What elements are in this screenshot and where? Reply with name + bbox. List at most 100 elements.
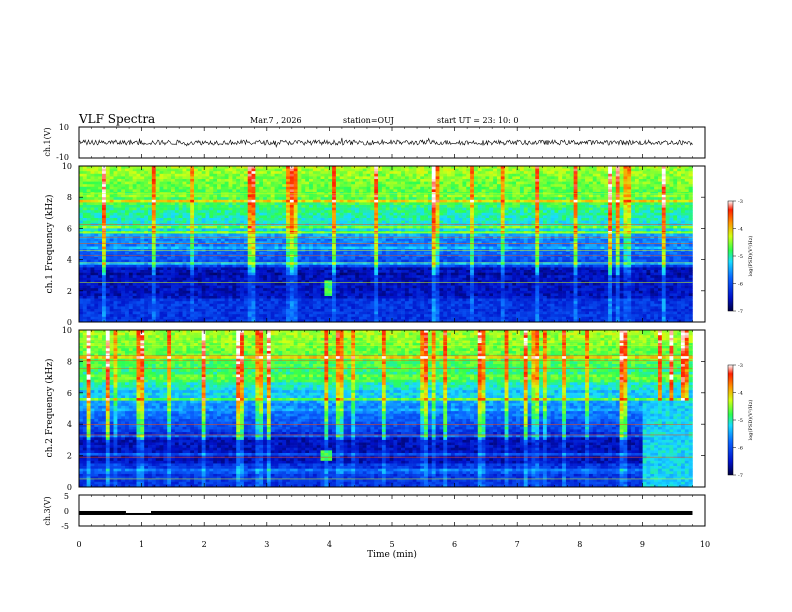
- spectrogram-cell: [278, 236, 283, 240]
- spectrogram-cell: [508, 176, 513, 180]
- spectrogram-cell: [220, 186, 225, 190]
- spectrogram-cell: [535, 186, 540, 190]
- spectrogram-cell: [324, 166, 329, 169]
- spectrogram-cell: [335, 194, 341, 198]
- spectrogram-cell: [420, 220, 425, 224]
- spectrogram-cell: [565, 225, 571, 229]
- spectrogram-cell: [282, 179, 287, 182]
- spectrogram-cell: [163, 179, 168, 182]
- spectrogram-cell: [535, 233, 540, 237]
- spectrogram-cell: [531, 236, 536, 240]
- spectrogram-cell: [573, 186, 578, 190]
- spectrogram-cell: [155, 207, 160, 211]
- spectrogram-cell: [619, 171, 624, 175]
- spectrogram-cell: [631, 184, 636, 188]
- spectrogram-cell: [481, 166, 486, 169]
- spectrogram-cell: [362, 215, 367, 219]
- spectrogram-cell: [109, 168, 114, 172]
- spectrogram-cell: [366, 215, 371, 219]
- spectrogram-cell: [194, 186, 199, 190]
- spectrogram-cell: [148, 205, 153, 208]
- spectrogram-cell: [569, 228, 574, 232]
- spectrogram-cell: [389, 233, 394, 237]
- spectrogram-cell: [213, 168, 218, 172]
- spectrogram-cell: [82, 168, 87, 172]
- spectrogram-cell: [669, 238, 674, 242]
- spectrogram-cell: [615, 220, 620, 224]
- spectrogram-cell: [677, 166, 682, 169]
- spectrogram-cell: [224, 194, 229, 198]
- spectrogram-cell: [121, 173, 126, 177]
- spectrogram-cell: [217, 168, 222, 172]
- spectrogram-cell: [485, 236, 490, 240]
- spectrogram-cell: [623, 199, 628, 203]
- spectrogram-cell: [320, 207, 325, 211]
- spectrogram-cell: [677, 194, 682, 198]
- spectrogram-cell: [657, 210, 663, 214]
- spectrogram-cell: [600, 218, 605, 221]
- spectrogram-cell: [109, 228, 114, 232]
- spectrogram-cell: [512, 210, 517, 214]
- spectrogram-cell: [473, 179, 479, 182]
- spectrogram-cell: [562, 197, 567, 201]
- spectrogram-cell: [592, 166, 597, 169]
- spectrogram-cell: [412, 205, 417, 208]
- spectrogram-cell: [565, 236, 571, 240]
- spectrogram-cell: [592, 212, 597, 216]
- spectrogram-cell: [236, 220, 241, 224]
- spectrogram-cell: [332, 199, 337, 203]
- spectrogram-cell: [604, 189, 609, 193]
- spectrogram-cell: [178, 205, 183, 208]
- spectrogram-cell: [159, 233, 164, 237]
- spectrogram-cell: [362, 202, 367, 206]
- spectrogram-cell: [381, 199, 387, 203]
- spectrogram-cell: [374, 228, 379, 232]
- spectrogram-cell: [642, 241, 647, 245]
- spectrogram-cell: [493, 238, 498, 242]
- spectrogram-cell: [343, 194, 348, 198]
- spectrogram-cell: [631, 210, 636, 214]
- spectrogram-cell: [259, 166, 264, 169]
- spectrogram-cell: [159, 244, 164, 247]
- spectrogram-cell: [381, 168, 387, 172]
- spectrogram-cell: [197, 199, 202, 203]
- spectrogram-cell: [485, 181, 490, 185]
- spectrogram-cell: [504, 220, 509, 224]
- spectrogram-cell: [389, 244, 394, 247]
- spectrogram-cell: [136, 220, 141, 224]
- spectrogram-cell: [155, 202, 160, 206]
- spectrogram-cell: [504, 186, 509, 190]
- spectrogram-cell: [182, 207, 187, 211]
- spectrogram-cell: [493, 189, 498, 193]
- spectrogram-cell: [90, 181, 95, 185]
- spectrogram-cell: [642, 244, 647, 247]
- spectrogram-cell: [677, 212, 682, 216]
- spectrogram-cell: [481, 215, 486, 219]
- spectrogram-cell: [431, 197, 436, 201]
- spectrogram-cell: [343, 238, 348, 242]
- spectrogram-cell: [339, 244, 344, 247]
- spectrogram-cell: [424, 233, 429, 237]
- spectrogram-cell: [178, 179, 183, 182]
- spectrogram-cell: [573, 241, 578, 245]
- spectrogram-cell: [669, 207, 674, 211]
- spectrogram-cell: [634, 241, 640, 245]
- spectrogram-cell: [247, 168, 252, 172]
- spectrogram-cell: [427, 220, 433, 224]
- spectrogram-cell: [217, 215, 222, 219]
- spectrogram-cell: [286, 184, 291, 188]
- spectrogram-cell: [378, 171, 383, 175]
- spectrogram-cell: [424, 197, 429, 201]
- spectrogram-cell: [447, 241, 452, 245]
- spectrogram-cell: [684, 207, 689, 211]
- spectrogram-cell: [274, 197, 279, 201]
- spectrogram-cell: [554, 238, 559, 242]
- spectrogram-cell: [481, 233, 486, 237]
- spectrogram-cell: [420, 228, 425, 232]
- spectrogram-cell: [121, 233, 126, 237]
- spectrogram-cell: [240, 218, 245, 221]
- spectrogram-cell: [86, 173, 91, 177]
- spectrogram-cell: [439, 179, 444, 182]
- spectrogram-cell: [324, 220, 329, 224]
- spectrogram-cell: [657, 238, 663, 242]
